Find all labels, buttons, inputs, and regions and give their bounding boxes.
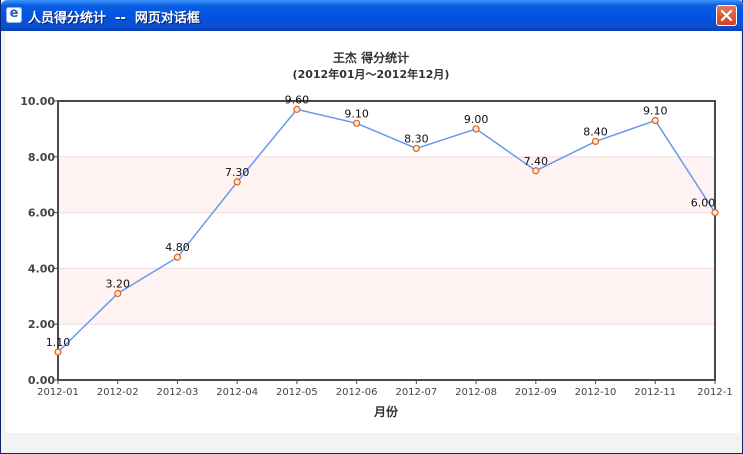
- data-point: [353, 119, 361, 127]
- x-tick-label: 2012-02: [97, 387, 139, 398]
- data-label: 9.00: [464, 113, 489, 126]
- data-point: [651, 116, 659, 125]
- plot-frame: [57, 100, 716, 381]
- chart-title: 王杰 得分统计: [333, 50, 409, 65]
- data-label: 8.30: [404, 132, 429, 145]
- data-label: 6.00: [691, 197, 716, 210]
- data-label: 9.60: [285, 93, 310, 106]
- plot-band: [58, 268, 715, 325]
- data-point: [173, 253, 182, 261]
- y-tick-label: 8.00: [28, 151, 55, 164]
- x-tick-label: 2012-03: [157, 387, 199, 398]
- data-label: 4.80: [165, 241, 190, 254]
- x-tick-label: 2012-1: [697, 387, 732, 398]
- ie-e-icon: e: [6, 6, 22, 23]
- data-label: 3.20: [105, 278, 130, 291]
- dialog-footer: [5, 433, 740, 450]
- close-icon: [721, 10, 732, 21]
- data-point: [412, 144, 420, 153]
- line-chart: 王杰 得分统计 (2012年01月～2012年12月) 0.00 2.00 4.00…: [20, 50, 733, 419]
- data-point: [54, 348, 62, 356]
- x-tick-label: 2012-10: [575, 387, 617, 398]
- series-line: [57, 108, 716, 353]
- y-tick-label: 10.00: [20, 95, 55, 108]
- x-tick-label: 2012-11: [634, 387, 676, 398]
- data-point: [114, 289, 122, 298]
- x-tick-label: 2012-06: [336, 387, 378, 398]
- data-label: 9.10: [344, 107, 369, 120]
- chart-panel: 王杰 得分统计 (2012年01月～2012年12月) 0.00 2.00 4.00…: [5, 31, 740, 433]
- window-title: 人员得分统计 -- 网页对话框: [28, 11, 200, 26]
- x-tick-label: 2012-07: [395, 387, 437, 398]
- title-bar[interactable]: e 人员得分统计 -- 网页对话框: [1, 0, 743, 31]
- plot-band: [58, 156, 715, 213]
- y-tick-label: 2.00: [28, 318, 55, 331]
- data-point: [711, 209, 719, 217]
- y-tick-label: 6.00: [28, 207, 55, 220]
- x-tick-label: 2012-01: [37, 387, 79, 398]
- data-point: [472, 125, 480, 133]
- x-tick-label: 2012-09: [515, 387, 557, 398]
- data-label: 1.10: [46, 336, 71, 349]
- x-tick-label: 2012-05: [276, 387, 318, 398]
- x-tick-label: 2012-04: [216, 387, 258, 398]
- close-button[interactable]: [716, 5, 737, 26]
- data-label: 7.30: [225, 166, 250, 179]
- y-tick-label: 4.00: [28, 262, 55, 275]
- data-label: 7.40: [524, 155, 549, 168]
- data-point: [532, 167, 540, 175]
- y-tick-label: 0.00: [28, 374, 55, 387]
- x-axis-label: 月份: [373, 404, 399, 419]
- data-label: 9.10: [643, 105, 668, 118]
- chart-subtitle: (2012年01月～2012年12月): [293, 67, 450, 81]
- data-point: [591, 137, 600, 146]
- x-tick-label: 2012-08: [455, 387, 497, 398]
- data-point: [293, 105, 301, 113]
- data-point: [233, 178, 241, 186]
- data-label: 8.40: [583, 125, 608, 138]
